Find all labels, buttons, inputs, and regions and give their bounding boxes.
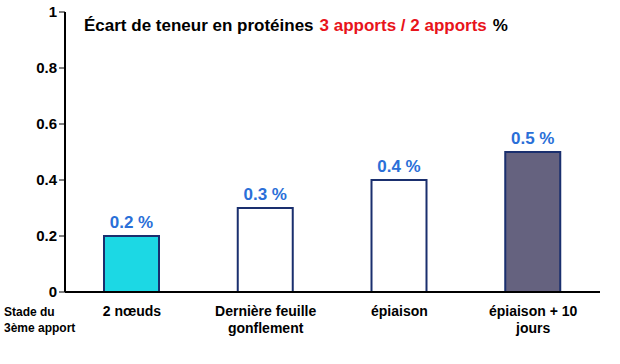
svg-text:2 nœuds: 2 nœuds: [103, 303, 162, 319]
svg-text:0.4 %: 0.4 %: [377, 157, 420, 176]
svg-text:jours: jours: [515, 320, 550, 336]
html-text:3ème apport: 3ème apport: [4, 321, 76, 335]
svg-text:0.4: 0.4: [36, 171, 58, 188]
svg-text:épiaison + 10: épiaison + 10: [489, 303, 578, 319]
html-text:Écart de teneur en protéines 3: Écart de teneur en protéines 3 apports /…: [84, 16, 508, 35]
svg-text:0.6: 0.6: [36, 115, 57, 132]
svg-text:1: 1: [49, 3, 57, 20]
html-text:Stade du: Stade du: [4, 305, 55, 319]
svg-text:0.3 %: 0.3 %: [244, 185, 287, 204]
svg-text:épiaison: épiaison: [371, 303, 428, 319]
svg-text:0.5 %: 0.5 %: [511, 129, 554, 148]
svg-text:0.8: 0.8: [36, 59, 57, 76]
svg-text:0.2 %: 0.2 %: [110, 213, 153, 232]
svg-text:gonflement: gonflement: [228, 320, 304, 336]
svg-text:0: 0: [49, 283, 57, 300]
svg-text:0.2: 0.2: [36, 227, 57, 244]
svg-text:Dernière feuille: Dernière feuille: [215, 303, 316, 319]
